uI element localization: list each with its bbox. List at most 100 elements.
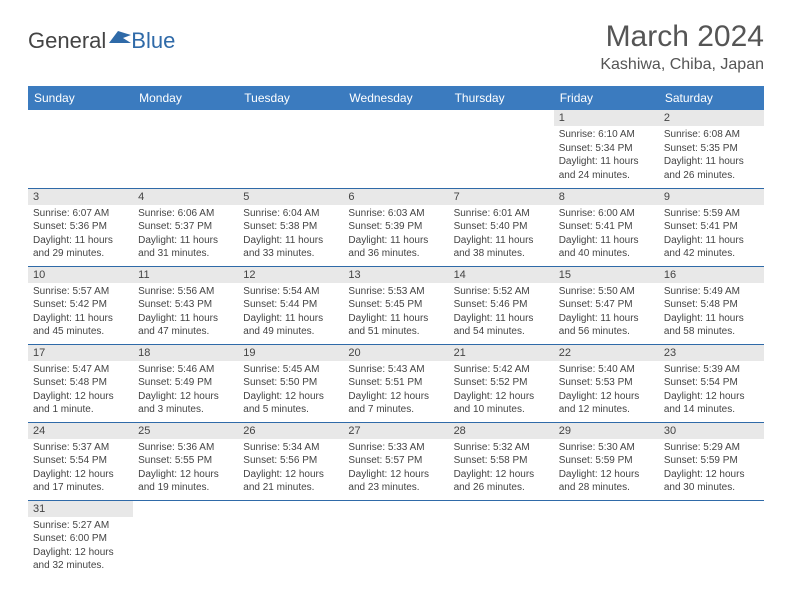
daylight-text: Daylight: 12 hours and 30 minutes.: [664, 468, 759, 495]
title-block: March 2024 Kashiwa, Chiba, Japan: [600, 20, 764, 74]
day-number: 9: [659, 189, 764, 205]
daylight-text: Daylight: 12 hours and 1 minute.: [33, 390, 128, 417]
day-number: 6: [343, 189, 448, 205]
weekday-header: Sunday: [28, 86, 133, 110]
sunset-text: Sunset: 5:51 PM: [348, 376, 443, 390]
sunrise-text: Sunrise: 5:40 AM: [559, 363, 654, 377]
daylight-text: Daylight: 11 hours and 38 minutes.: [454, 234, 549, 261]
daylight-text: Daylight: 12 hours and 21 minutes.: [243, 468, 338, 495]
daylight-text: Daylight: 11 hours and 45 minutes.: [33, 312, 128, 339]
day-details: Sunrise: 5:45 AMSunset: 5:50 PMDaylight:…: [238, 361, 343, 420]
sunset-text: Sunset: 6:00 PM: [33, 532, 128, 546]
calendar-week-row: 17Sunrise: 5:47 AMSunset: 5:48 PMDayligh…: [28, 344, 764, 422]
daylight-text: Daylight: 12 hours and 23 minutes.: [348, 468, 443, 495]
calendar-cell: [133, 500, 238, 578]
day-details: Sunrise: 5:42 AMSunset: 5:52 PMDaylight:…: [449, 361, 554, 420]
calendar-cell: [554, 500, 659, 578]
day-details: Sunrise: 5:47 AMSunset: 5:48 PMDaylight:…: [28, 361, 133, 420]
day-number: 19: [238, 345, 343, 361]
day-number: 22: [554, 345, 659, 361]
day-details: Sunrise: 6:00 AMSunset: 5:41 PMDaylight:…: [554, 205, 659, 264]
sunrise-text: Sunrise: 5:43 AM: [348, 363, 443, 377]
sunrise-text: Sunrise: 6:00 AM: [559, 207, 654, 221]
day-number: 24: [28, 423, 133, 439]
sunset-text: Sunset: 5:39 PM: [348, 220, 443, 234]
sunrise-text: Sunrise: 5:45 AM: [243, 363, 338, 377]
day-number: 1: [554, 110, 659, 126]
sunrise-text: Sunrise: 5:47 AM: [33, 363, 128, 377]
sunset-text: Sunset: 5:36 PM: [33, 220, 128, 234]
calendar-cell: 19Sunrise: 5:45 AMSunset: 5:50 PMDayligh…: [238, 344, 343, 422]
logo-text-general: General: [28, 28, 106, 54]
sunset-text: Sunset: 5:53 PM: [559, 376, 654, 390]
daylight-text: Daylight: 11 hours and 49 minutes.: [243, 312, 338, 339]
calendar-cell: 1Sunrise: 6:10 AMSunset: 5:34 PMDaylight…: [554, 110, 659, 188]
calendar-week-row: 10Sunrise: 5:57 AMSunset: 5:42 PMDayligh…: [28, 266, 764, 344]
sunrise-text: Sunrise: 5:46 AM: [138, 363, 233, 377]
day-number: 13: [343, 267, 448, 283]
day-details: Sunrise: 5:40 AMSunset: 5:53 PMDaylight:…: [554, 361, 659, 420]
sunset-text: Sunset: 5:45 PM: [348, 298, 443, 312]
calendar-week-row: 1Sunrise: 6:10 AMSunset: 5:34 PMDaylight…: [28, 110, 764, 188]
calendar-cell: 11Sunrise: 5:56 AMSunset: 5:43 PMDayligh…: [133, 266, 238, 344]
calendar-cell: [133, 110, 238, 188]
day-details: Sunrise: 5:56 AMSunset: 5:43 PMDaylight:…: [133, 283, 238, 342]
day-details: Sunrise: 5:59 AMSunset: 5:41 PMDaylight:…: [659, 205, 764, 264]
calendar-cell: 29Sunrise: 5:30 AMSunset: 5:59 PMDayligh…: [554, 422, 659, 500]
daylight-text: Daylight: 12 hours and 10 minutes.: [454, 390, 549, 417]
calendar-cell: 28Sunrise: 5:32 AMSunset: 5:58 PMDayligh…: [449, 422, 554, 500]
sunrise-text: Sunrise: 6:10 AM: [559, 128, 654, 142]
day-number: 11: [133, 267, 238, 283]
calendar-cell: 3Sunrise: 6:07 AMSunset: 5:36 PMDaylight…: [28, 188, 133, 266]
daylight-text: Daylight: 12 hours and 14 minutes.: [664, 390, 759, 417]
flag-icon: [109, 29, 131, 50]
day-number: 29: [554, 423, 659, 439]
day-details: Sunrise: 5:34 AMSunset: 5:56 PMDaylight:…: [238, 439, 343, 498]
sunset-text: Sunset: 5:52 PM: [454, 376, 549, 390]
sunrise-text: Sunrise: 5:36 AM: [138, 441, 233, 455]
sunrise-text: Sunrise: 5:34 AM: [243, 441, 338, 455]
day-details: Sunrise: 6:08 AMSunset: 5:35 PMDaylight:…: [659, 126, 764, 185]
day-details: Sunrise: 5:32 AMSunset: 5:58 PMDaylight:…: [449, 439, 554, 498]
sunset-text: Sunset: 5:42 PM: [33, 298, 128, 312]
daylight-text: Daylight: 12 hours and 17 minutes.: [33, 468, 128, 495]
day-number: 23: [659, 345, 764, 361]
day-number: 30: [659, 423, 764, 439]
calendar-cell: [238, 500, 343, 578]
sunrise-text: Sunrise: 5:33 AM: [348, 441, 443, 455]
calendar-cell: 21Sunrise: 5:42 AMSunset: 5:52 PMDayligh…: [449, 344, 554, 422]
sunset-text: Sunset: 5:46 PM: [454, 298, 549, 312]
daylight-text: Daylight: 12 hours and 5 minutes.: [243, 390, 338, 417]
sunset-text: Sunset: 5:50 PM: [243, 376, 338, 390]
day-details: Sunrise: 5:36 AMSunset: 5:55 PMDaylight:…: [133, 439, 238, 498]
day-details: Sunrise: 5:46 AMSunset: 5:49 PMDaylight:…: [133, 361, 238, 420]
sunset-text: Sunset: 5:40 PM: [454, 220, 549, 234]
sunrise-text: Sunrise: 5:39 AM: [664, 363, 759, 377]
sunset-text: Sunset: 5:56 PM: [243, 454, 338, 468]
sunrise-text: Sunrise: 5:59 AM: [664, 207, 759, 221]
sunset-text: Sunset: 5:59 PM: [559, 454, 654, 468]
day-number: 5: [238, 189, 343, 205]
sunrise-text: Sunrise: 5:30 AM: [559, 441, 654, 455]
day-details: Sunrise: 6:01 AMSunset: 5:40 PMDaylight:…: [449, 205, 554, 264]
day-number: 21: [449, 345, 554, 361]
day-details: Sunrise: 6:03 AMSunset: 5:39 PMDaylight:…: [343, 205, 448, 264]
sunrise-text: Sunrise: 5:49 AM: [664, 285, 759, 299]
logo-text-blue: Blue: [131, 28, 175, 54]
sunrise-text: Sunrise: 5:32 AM: [454, 441, 549, 455]
day-number: 18: [133, 345, 238, 361]
calendar-cell: 24Sunrise: 5:37 AMSunset: 5:54 PMDayligh…: [28, 422, 133, 500]
calendar-week-row: 31Sunrise: 5:27 AMSunset: 6:00 PMDayligh…: [28, 500, 764, 578]
daylight-text: Daylight: 11 hours and 58 minutes.: [664, 312, 759, 339]
daylight-text: Daylight: 11 hours and 54 minutes.: [454, 312, 549, 339]
day-details: Sunrise: 5:49 AMSunset: 5:48 PMDaylight:…: [659, 283, 764, 342]
calendar-cell: 8Sunrise: 6:00 AMSunset: 5:41 PMDaylight…: [554, 188, 659, 266]
day-details: Sunrise: 5:52 AMSunset: 5:46 PMDaylight:…: [449, 283, 554, 342]
calendar-cell: [659, 500, 764, 578]
sunset-text: Sunset: 5:59 PM: [664, 454, 759, 468]
daylight-text: Daylight: 11 hours and 26 minutes.: [664, 155, 759, 182]
calendar-cell: [449, 110, 554, 188]
day-number: 3: [28, 189, 133, 205]
calendar-cell: 7Sunrise: 6:01 AMSunset: 5:40 PMDaylight…: [449, 188, 554, 266]
daylight-text: Daylight: 11 hours and 51 minutes.: [348, 312, 443, 339]
